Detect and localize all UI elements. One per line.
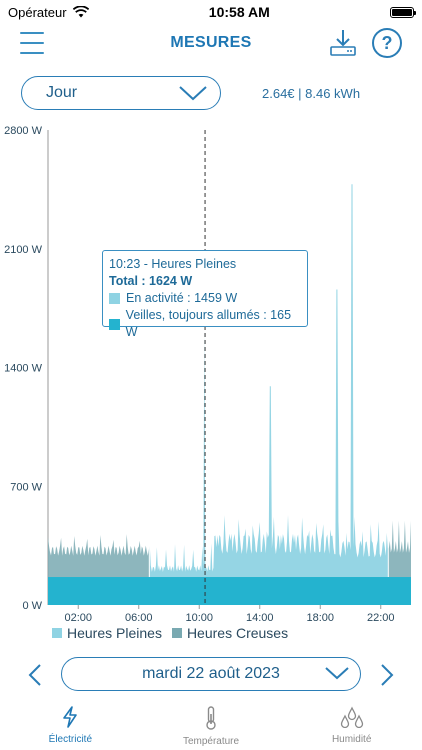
thermometer-icon	[206, 706, 216, 730]
standby-swatch	[109, 318, 120, 330]
clock: 10:58 AM	[208, 4, 270, 20]
legend-item-peak[interactable]: Heures Pleines	[52, 625, 162, 641]
x-tick-label: 06:00	[125, 612, 153, 624]
tab-label-temperature: Température	[182, 736, 240, 747]
cost-energy-summary: 2.64€ | 8.46 kWh	[262, 86, 361, 101]
tooltip-title: 10:23 - Heures Pleines	[109, 257, 237, 271]
tooltip-total: Total : 1624 W	[109, 274, 193, 288]
battery-icon	[390, 6, 416, 18]
standby-band	[48, 577, 411, 605]
legend-swatch-offpeak	[171, 628, 182, 638]
y-tick-label: 2100 W	[4, 244, 43, 256]
nav-bar: MESURES ?	[0, 26, 422, 62]
y-tick-label: 2800 W	[4, 125, 43, 137]
chart-legend: Heures Pleines Heures Creuses	[52, 625, 288, 641]
tab-label-humidite: Humidité	[331, 734, 372, 745]
offpeak-area-night	[48, 534, 149, 578]
tooltip-standby-row: Veilles, toujours allumés : 165 W	[109, 307, 301, 341]
tab-bar: Électricité Température Humidité	[0, 700, 422, 750]
chart-tooltip: 10:23 - Heures Pleines Total : 1624 W En…	[102, 250, 308, 339]
tooltip-active: En activité : 1459 W	[126, 291, 238, 305]
peak-area	[149, 184, 388, 578]
droplets-icon	[340, 706, 363, 728]
chevron-down-icon	[325, 667, 349, 680]
page-title: MESURES	[170, 34, 252, 51]
chevron-left-icon[interactable]	[24, 663, 48, 687]
tab-electricite[interactable]: Électricité	[0, 700, 141, 750]
x-tick-label: 10:00	[185, 612, 213, 624]
offpeak-area-late	[388, 520, 411, 578]
y-tick-label: 0 W	[22, 600, 42, 612]
tooltip-active-row: En activité : 1459 W	[109, 290, 301, 307]
x-tick-label: 18:00	[306, 612, 334, 624]
help-button[interactable]: ?	[372, 28, 402, 58]
period-dropdown[interactable]: Jour	[21, 76, 221, 110]
wifi-icon	[72, 6, 89, 18]
chevron-right-icon[interactable]	[374, 663, 398, 687]
y-tick-label: 1400 W	[4, 363, 43, 375]
active-swatch	[109, 293, 120, 304]
period-value: Jour	[46, 84, 78, 101]
status-left: Opérateur	[8, 5, 89, 20]
consumption-chart[interactable]: 2800 W 2100 W 1400 W 700 W 0 W 02:00 06:00 10:0…	[0, 120, 422, 650]
legend-label-offpeak: Heures Creuses	[186, 625, 289, 641]
x-tick-label: 02:00	[64, 612, 92, 624]
chevron-down-icon	[179, 86, 207, 101]
export-download-icon[interactable]	[328, 28, 358, 58]
legend-swatch-peak	[52, 628, 62, 638]
status-bar: Opérateur 10:58 AM	[0, 0, 422, 24]
tab-temperature[interactable]: Température	[141, 700, 282, 750]
x-tick-label: 22:00	[367, 612, 395, 624]
x-tick-label: 14:00	[246, 612, 274, 624]
tab-label-electricite: Électricité	[48, 734, 93, 745]
y-tick-label: 700 W	[10, 481, 42, 493]
menu-icon[interactable]	[20, 32, 44, 54]
bolt-icon	[63, 706, 78, 728]
tooltip-standby: Veilles, toujours allumés : 165 W	[125, 308, 292, 339]
date-navigation: mardi 22 août 2023	[0, 657, 422, 693]
legend-label-peak: Heures Pleines	[67, 625, 162, 641]
question-icon: ?	[381, 32, 393, 53]
date-dropdown[interactable]: mardi 22 août 2023	[61, 657, 361, 691]
chart-svg[interactable]: 2800 W 2100 W 1400 W 700 W 0 W 02:00 06:00 10:0…	[0, 120, 422, 650]
carrier-label: Opérateur	[8, 4, 67, 20]
date-value: mardi 22 août 2023	[142, 665, 280, 682]
tab-humidite[interactable]: Humidité	[281, 700, 422, 750]
legend-item-offpeak[interactable]: Heures Creuses	[171, 625, 289, 641]
